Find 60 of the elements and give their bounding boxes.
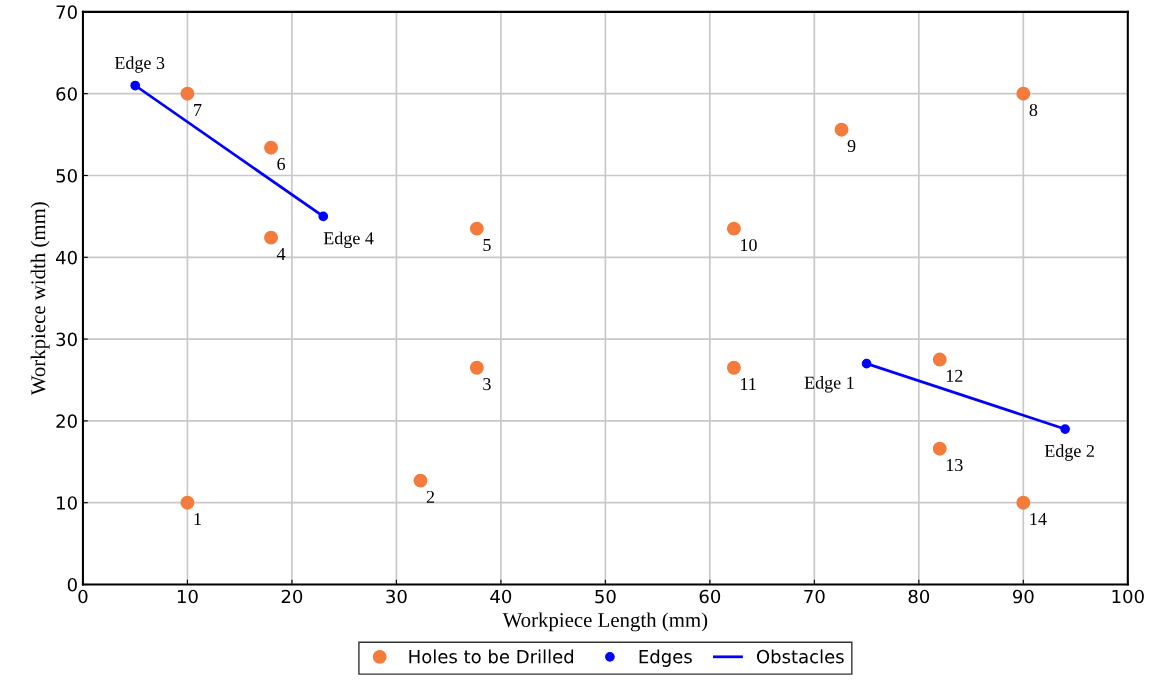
point xyxy=(834,122,849,137)
annotation: 14 xyxy=(1030,513,1047,525)
annotation: 3 xyxy=(483,378,491,391)
point xyxy=(1060,424,1070,434)
annotation: 9 xyxy=(847,139,856,153)
annotation: 6 xyxy=(277,157,286,171)
annotation: Edge 2 xyxy=(1044,444,1094,461)
annotation: 8 xyxy=(1029,103,1038,117)
y-tick-label: 20 xyxy=(56,414,77,429)
x-tick-label: 50 xyxy=(595,589,616,604)
point xyxy=(264,230,278,245)
point xyxy=(932,352,947,367)
x-tick-label: 90 xyxy=(1012,589,1034,604)
y-tick-label: 10 xyxy=(57,496,77,510)
annotation: 13 xyxy=(946,458,963,472)
point xyxy=(130,80,141,91)
y-axis-title: Workpiece width (mm) xyxy=(30,202,50,396)
point xyxy=(469,221,484,236)
x-tick-label: 80 xyxy=(908,589,930,604)
annotation: Edge 1 xyxy=(804,376,854,393)
x-tick-label: 10 xyxy=(177,589,198,604)
y-tick-label: 50 xyxy=(56,168,77,183)
y-tick-label: 60 xyxy=(56,87,77,101)
point xyxy=(726,360,741,375)
y-tick-label: 40 xyxy=(55,250,77,265)
x-tick-label: 60 xyxy=(699,589,721,604)
x-tick-label: 0 xyxy=(78,589,88,604)
point xyxy=(180,86,195,101)
annotation: Edge 4 xyxy=(323,231,374,249)
annotation: 11 xyxy=(741,378,756,390)
x-tick-label: 40 xyxy=(490,589,512,604)
x-axis-title: Workpiece Length (mm) xyxy=(502,612,708,632)
annotation: 5 xyxy=(483,239,491,252)
x-tick-label: 100 xyxy=(1112,589,1144,604)
y-tick-label: 70 xyxy=(56,5,77,20)
annotation: 7 xyxy=(194,104,202,116)
point xyxy=(318,211,329,222)
annotation: 12 xyxy=(946,369,963,382)
annotation: 10 xyxy=(741,238,757,252)
point xyxy=(1016,495,1031,510)
point xyxy=(726,221,741,236)
point xyxy=(264,140,278,155)
x-tick-label: 70 xyxy=(804,589,825,604)
point xyxy=(469,360,484,375)
x-tick-label: 30 xyxy=(386,589,407,604)
y-tick-label: 30 xyxy=(56,332,77,347)
legend-label: Holes to be Drilled xyxy=(409,649,574,664)
point xyxy=(413,473,428,488)
y-tick-label: 0 xyxy=(67,577,77,592)
annotation: 2 xyxy=(426,490,435,503)
point xyxy=(1016,86,1031,101)
point xyxy=(932,441,947,456)
annotation: 4 xyxy=(276,248,286,260)
annotation: Edge 3 xyxy=(114,56,165,73)
annotation: 1 xyxy=(194,513,201,525)
legend-label: Obstacles xyxy=(756,649,844,664)
point xyxy=(861,358,872,369)
legend-label: Edges xyxy=(639,649,692,667)
x-tick-label: 20 xyxy=(281,589,303,604)
point xyxy=(180,495,195,510)
